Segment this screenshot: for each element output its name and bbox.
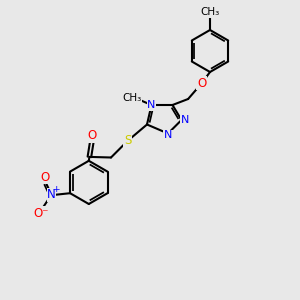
- Text: N: N: [47, 188, 56, 201]
- Text: CH₃: CH₃: [200, 7, 220, 17]
- Text: CH₃: CH₃: [123, 93, 142, 103]
- Text: S: S: [124, 134, 131, 148]
- Text: O: O: [87, 129, 96, 142]
- Text: +: +: [52, 185, 59, 194]
- Text: O: O: [197, 77, 206, 90]
- Text: O: O: [40, 171, 49, 184]
- Text: N: N: [181, 115, 189, 125]
- Text: N: N: [147, 100, 156, 110]
- Text: O⁻: O⁻: [34, 207, 49, 220]
- Text: N: N: [164, 130, 172, 140]
